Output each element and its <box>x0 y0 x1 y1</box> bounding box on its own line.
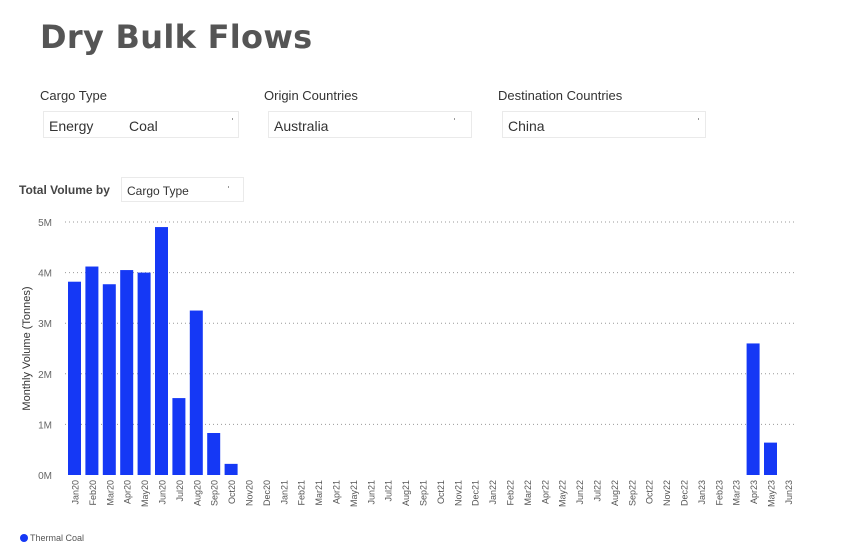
x-tick-label: Dec21 <box>471 480 481 506</box>
x-tick-label: Jul21 <box>384 480 394 502</box>
x-tick-label: Jan20 <box>71 480 81 505</box>
x-tick-label: Mar20 <box>105 480 115 506</box>
bar <box>746 343 760 475</box>
y-tick-label: 4M <box>38 269 52 280</box>
x-tick-label: Jan21 <box>279 480 289 505</box>
y-axis-title: Monthly Volume (Tonnes) <box>21 286 33 410</box>
dropdown-indicator-icon <box>698 118 699 120</box>
x-tick-label: Oct20 <box>227 480 237 504</box>
x-tick-label: Jun23 <box>784 480 794 505</box>
x-tick-label: Apr23 <box>749 480 759 504</box>
volume-bar-chart: 0M 1M 2M 3M 4M 5M Monthly Volume (Tonnes) Jan20… <box>21 218 797 507</box>
destination-countries-label: Destination Countries <box>498 88 623 103</box>
x-tick-label: Apr21 <box>332 480 342 504</box>
x-tick-label: Nov22 <box>662 480 672 506</box>
destination-countries-slicer[interactable]: China <box>502 111 706 138</box>
y-tick-label: 3M <box>38 319 52 330</box>
x-tick-label: Aug22 <box>610 480 620 506</box>
x-tick-label: Mar23 <box>732 480 742 506</box>
legend-label-thermal-coal: Thermal Coal <box>30 533 85 543</box>
x-tick-label: Aug21 <box>401 480 411 506</box>
bar <box>137 272 151 475</box>
total-volume-by-label: Total Volume by <box>19 183 110 197</box>
x-tick-label: Oct22 <box>645 480 655 504</box>
x-tick-label: Feb22 <box>506 480 516 506</box>
x-tick-label: Sep20 <box>210 480 220 506</box>
dropdown-indicator-icon <box>454 118 455 120</box>
origin-countries-slicer[interactable]: Australia <box>268 111 472 138</box>
x-tick-label: Jul22 <box>593 480 603 502</box>
bar <box>120 270 134 475</box>
page-title: Dry Bulk Flows <box>40 18 313 56</box>
x-tick-label: May20 <box>140 480 150 507</box>
cargo-type-slicer[interactable]: Energy Coal <box>43 111 239 138</box>
bar <box>155 227 168 475</box>
x-tick-label: May22 <box>558 480 568 507</box>
y-tick-label: 5M <box>38 218 52 229</box>
dropdown-indicator-icon <box>228 186 229 188</box>
x-tick-label: Apr20 <box>123 480 133 504</box>
bar <box>85 266 99 475</box>
y-tick-label: 0M <box>38 471 52 482</box>
y-tick-label: 1M <box>38 420 52 431</box>
destination-countries-value: China <box>508 118 545 134</box>
x-tick-label: Nov20 <box>245 480 255 506</box>
x-tick-label: Mar22 <box>523 480 533 506</box>
chart-legend: Thermal Coal <box>20 533 84 543</box>
bar <box>68 281 81 475</box>
x-tick-label: Sep22 <box>627 480 637 506</box>
cargo-type-value-coal: Coal <box>129 118 158 134</box>
cargo-type-value-energy: Energy <box>49 118 94 134</box>
volume-by-dropdown[interactable]: Cargo Type <box>121 177 244 202</box>
x-tick-label: Nov21 <box>453 480 463 506</box>
bar <box>764 442 777 475</box>
y-tick-label: 2M <box>38 370 52 381</box>
x-tick-label: Apr22 <box>540 480 550 504</box>
x-tick-label: Dec20 <box>262 480 272 506</box>
bar <box>189 310 203 475</box>
x-tick-label: May23 <box>767 480 777 507</box>
x-tick-label: Sep21 <box>419 480 429 506</box>
x-tick-label: Mar21 <box>314 480 324 506</box>
cargo-type-label: Cargo Type <box>40 88 107 103</box>
x-tick-label: Jul20 <box>175 480 185 502</box>
x-tick-label: Jun21 <box>366 480 376 505</box>
x-tick-label: Jan22 <box>488 480 498 505</box>
x-tick-label: Feb20 <box>88 480 98 506</box>
bar <box>102 284 116 475</box>
bar <box>207 433 221 475</box>
x-tick-label: Oct21 <box>436 480 446 504</box>
origin-countries-value: Australia <box>274 118 329 134</box>
x-tick-label: Jun22 <box>575 480 585 505</box>
bar <box>224 463 238 475</box>
origin-countries-label: Origin Countries <box>264 88 358 103</box>
volume-by-value: Cargo Type <box>127 184 189 198</box>
x-tick-label: Feb23 <box>714 480 724 506</box>
x-tick-label: May21 <box>349 480 359 507</box>
legend-swatch <box>20 534 28 542</box>
x-tick-label: Aug20 <box>192 480 202 506</box>
bar <box>172 398 186 475</box>
x-tick-label: Jun20 <box>158 480 168 505</box>
x-tick-label: Dec22 <box>680 480 690 506</box>
dropdown-indicator-icon <box>232 118 233 120</box>
x-tick-label: Feb21 <box>297 480 307 506</box>
x-tick-label: Jan23 <box>697 480 707 505</box>
